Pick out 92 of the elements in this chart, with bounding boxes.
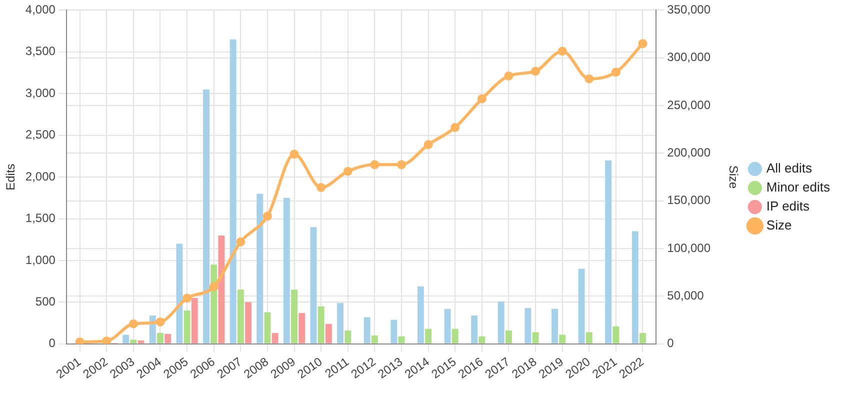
point: [370, 160, 380, 170]
point: [128, 319, 138, 328]
bar: [245, 302, 252, 344]
bar: [532, 332, 539, 344]
bar: [505, 330, 512, 344]
bar: [444, 308, 451, 344]
bar: [218, 235, 225, 344]
bar: [371, 336, 378, 344]
y2-tick-label: 250,000: [667, 98, 711, 112]
legend-label: IP edits: [766, 198, 810, 214]
bar: [364, 317, 370, 344]
bar: [191, 298, 198, 344]
bar: [203, 89, 210, 344]
bar: [291, 290, 298, 344]
point: [343, 166, 352, 176]
y-tick-label: 1,000: [25, 252, 56, 267]
bar: [157, 333, 164, 344]
bar: [578, 268, 585, 344]
y-tick-label: 0: [48, 336, 56, 350]
bar: [184, 310, 190, 344]
bar: [298, 313, 306, 344]
bar: [283, 198, 290, 344]
x-tick-label: 2011: [322, 354, 352, 381]
bar: [176, 244, 183, 344]
y-tick-label: 1,500: [25, 211, 56, 226]
point: [638, 39, 648, 48]
legend-label: Size: [766, 218, 792, 233]
point: [209, 282, 218, 292]
bar: [390, 320, 398, 344]
y-axis-title: Edits: [4, 164, 18, 190]
point: [102, 336, 112, 344]
bar: [337, 303, 344, 344]
y2-tick-label: 300,000: [667, 50, 711, 64]
point: [584, 74, 594, 84]
bar: [138, 340, 144, 344]
point: [262, 212, 272, 221]
point: [611, 68, 620, 77]
bar: [612, 326, 620, 344]
point: [316, 183, 326, 192]
y2-tick-label: 350,000: [667, 2, 711, 17]
bar: [498, 301, 504, 344]
point: [531, 66, 540, 76]
point: [558, 46, 567, 56]
y-tick-label: 3,000: [25, 86, 56, 100]
point: [477, 94, 486, 104]
legend-label: Minor edits: [766, 180, 830, 195]
bar: [130, 340, 137, 344]
bar: [640, 333, 646, 344]
bar: [478, 336, 486, 344]
bar: [398, 336, 405, 344]
bar: [164, 334, 172, 344]
bar: [325, 324, 332, 344]
y-tick-label: 4,000: [25, 2, 56, 17]
bar: [318, 306, 324, 344]
bar: [605, 160, 612, 344]
bar: [471, 316, 478, 344]
bar: [552, 308, 558, 344]
bar: [230, 39, 236, 344]
y-tick-label: 500: [35, 294, 56, 308]
legend-label: All edits: [766, 160, 812, 176]
y-tick-label: 3,500: [25, 44, 56, 58]
bar: [256, 194, 264, 344]
bar: [237, 290, 244, 344]
point: [75, 337, 84, 344]
bar: [264, 312, 271, 344]
bar: [425, 328, 432, 344]
point: [450, 122, 460, 132]
point: [156, 317, 165, 326]
y2-tick-label: 150,000: [667, 193, 711, 208]
y-tick-label: 2,500: [25, 128, 56, 142]
y2-tick-label: 200,000: [667, 146, 711, 160]
bar: [310, 227, 317, 344]
y2-tick-label: 100,000: [667, 240, 711, 255]
y-tick-label: 2,000: [25, 169, 56, 184]
bar: [272, 333, 278, 344]
point: [290, 150, 299, 159]
bar: [452, 328, 458, 344]
bar: [344, 330, 352, 344]
y2-tick-label: 50,000: [667, 288, 704, 303]
bar: [632, 231, 638, 344]
y2-tick-label: 0: [667, 336, 674, 350]
bar: [417, 286, 424, 344]
point: [236, 237, 246, 246]
point: [396, 160, 406, 170]
bar: [586, 332, 592, 344]
point: [424, 140, 433, 150]
point: [182, 294, 192, 303]
bar: [122, 334, 130, 344]
bar: [524, 308, 532, 344]
y2-axis-title: Size: [726, 165, 740, 190]
point: [504, 71, 514, 80]
bar: [559, 334, 566, 344]
